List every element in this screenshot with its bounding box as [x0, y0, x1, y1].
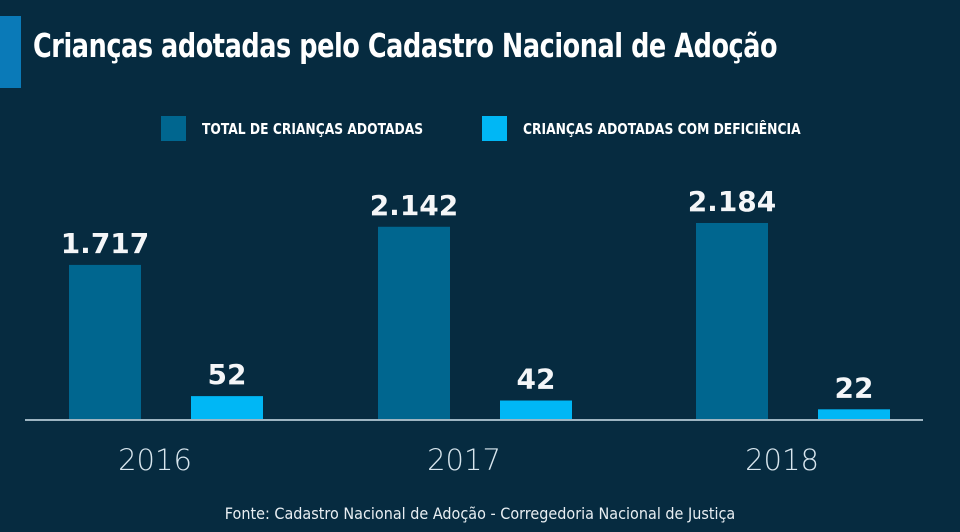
- data-label-deficiencia-2017: 42: [517, 363, 556, 396]
- data-label-total-2016: 1.717: [61, 227, 150, 260]
- legend-label-deficiencia: CRIANÇAS ADOTADAS COM DEFICIÊNCIA: [523, 119, 801, 138]
- chart-title: Crianças adotadas pelo Cadastro Nacional…: [33, 26, 778, 65]
- bar-deficiencia-2018: [818, 409, 890, 419]
- x-tick-label-2017: 2017: [427, 443, 501, 477]
- legend-swatch-deficiencia: [482, 116, 507, 141]
- bar-deficiencia-2016: [191, 396, 263, 419]
- bar-deficiencia-2017: [500, 400, 572, 419]
- legend-label-total: TOTAL DE CRIANÇAS ADOTADAS: [202, 119, 424, 138]
- x-tick-label-2018: 2018: [745, 443, 819, 477]
- title-accent-bar: [0, 16, 21, 88]
- data-label-total-2017: 2.142: [370, 189, 459, 222]
- bar-total-2016: [69, 264, 141, 419]
- source-note: Fonte: Cadastro Nacional de Adoção - Cor…: [224, 504, 736, 523]
- data-label-deficiencia-2016: 52: [208, 358, 247, 391]
- legend: TOTAL DE CRIANÇAS ADOTADAS CRIANÇAS ADOT…: [0, 116, 960, 142]
- bar-total-2017: [378, 226, 450, 419]
- legend-item-total: TOTAL DE CRIANÇAS ADOTADAS: [161, 116, 472, 141]
- data-label-deficiencia-2018: 22: [835, 371, 874, 404]
- legend-swatch-total: [161, 116, 186, 141]
- bar-total-2018: [696, 223, 768, 419]
- legend-item-deficiencia: CRIANÇAS ADOTADAS COM DEFICIÊNCIA: [482, 116, 862, 141]
- data-label-total-2018: 2.184: [688, 185, 777, 218]
- x-tick-label-2016: 2016: [118, 443, 192, 477]
